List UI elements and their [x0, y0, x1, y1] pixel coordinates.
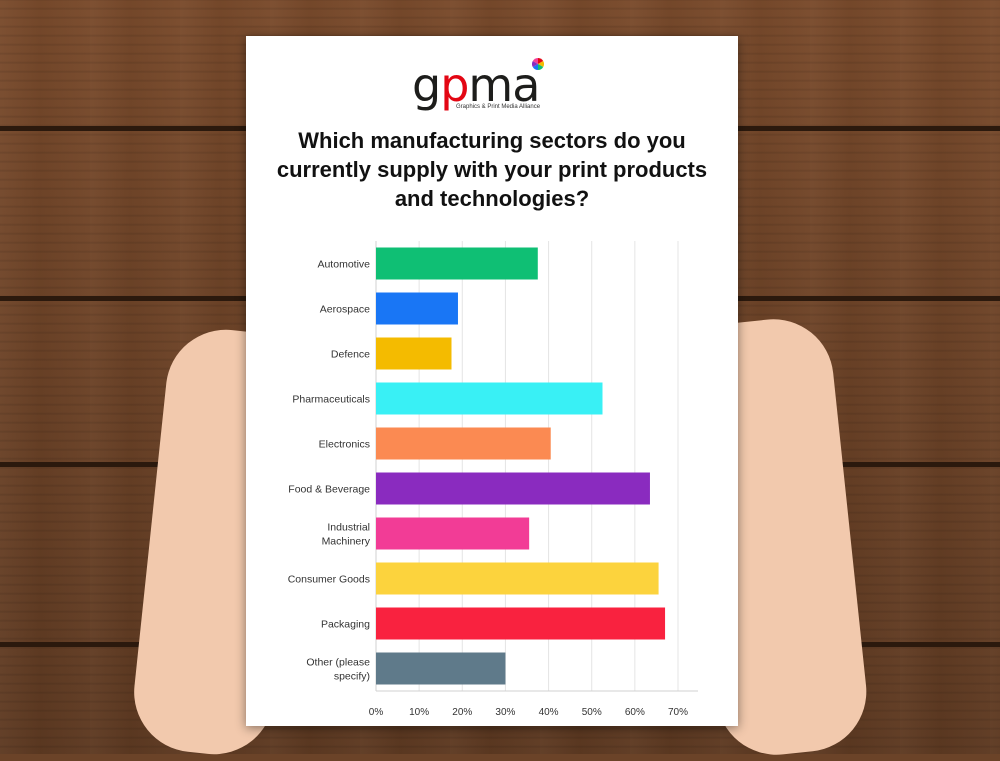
x-tick-label: 10% — [409, 707, 429, 718]
x-tick-label: 70% — [668, 707, 688, 718]
bar — [376, 427, 551, 460]
x-tick-label: 60% — [625, 707, 645, 718]
logo-tagline: Graphics & Print Media Alliance — [456, 104, 541, 110]
category-label: Automotive — [317, 259, 370, 271]
survey-question-title: Which manufacturing sectors do you curre… — [276, 128, 708, 211]
bar — [376, 382, 603, 415]
bar — [376, 517, 530, 550]
bar — [376, 562, 659, 595]
logo-color-wheel-icon — [532, 58, 544, 70]
category-label: Industrial — [327, 522, 370, 534]
category-label: Other (please — [306, 657, 370, 669]
bar — [376, 292, 458, 325]
gpma-logo: gpma Graphics & Print Media Alliance — [412, 56, 562, 116]
x-tick-label: 30% — [495, 707, 515, 718]
category-label: specify) — [334, 671, 370, 683]
bar — [376, 247, 538, 280]
category-label: Electronics — [319, 439, 370, 451]
bar — [376, 652, 506, 685]
category-label: Packaging — [321, 619, 370, 631]
x-tick-label: 20% — [452, 707, 472, 718]
logo-wordmark: gpma — [412, 58, 540, 112]
bar — [376, 337, 452, 370]
category-label: Consumer Goods — [288, 574, 370, 586]
x-tick-label: 0% — [369, 707, 384, 718]
category-label: Aerospace — [320, 304, 370, 316]
category-label: Defence — [331, 349, 370, 361]
survey-sheet: gpma Graphics & Print Media Alliance Whi… — [246, 36, 738, 726]
x-tick-label: 40% — [539, 707, 559, 718]
bar — [376, 472, 650, 505]
category-label: Machinery — [322, 536, 371, 548]
category-label: Food & Beverage — [288, 484, 370, 496]
category-label: Pharmaceuticals — [292, 394, 370, 406]
bar — [376, 607, 666, 640]
x-tick-label: 50% — [582, 707, 602, 718]
bar-chart: Automotive Aerospace Defence Pharmaceutical… — [288, 241, 698, 718]
